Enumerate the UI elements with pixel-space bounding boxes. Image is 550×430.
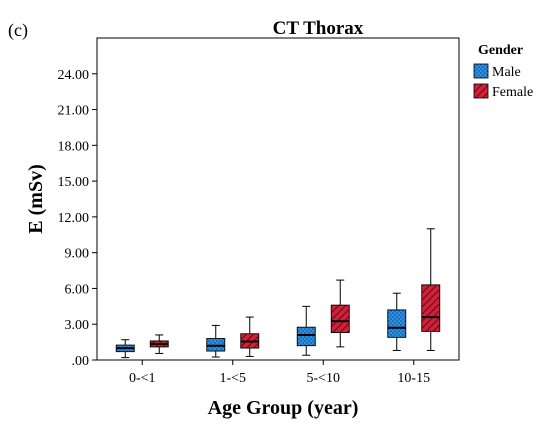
y-tick-label: 3.00	[65, 318, 90, 333]
x-axis-title: Age Group (year)	[208, 397, 359, 419]
box-female-2	[330, 279, 350, 348]
legend-swatch-female	[473, 83, 489, 99]
y-tick-label: 9.00	[65, 247, 90, 262]
x-axis: 0-<1 1-<5 5-<10 10-15	[129, 360, 430, 386]
legend-title: Gender	[478, 43, 523, 58]
box-male-1	[206, 324, 226, 358]
y-tick-label: 12.00	[58, 211, 90, 226]
x-tick-label: 1-<5	[219, 371, 246, 386]
box-male-3	[387, 292, 407, 351]
legend-label-female: Female	[492, 85, 533, 100]
legend-label-male: Male	[492, 65, 521, 80]
box-female-0	[149, 334, 169, 354]
panel-label: (c)	[8, 20, 28, 41]
x-tick-label: 10-15	[397, 371, 430, 386]
x-tick-label: 0-<1	[129, 371, 156, 386]
y-tick-label: 6.00	[65, 282, 90, 297]
box-series	[115, 228, 441, 359]
box-female-1	[240, 316, 260, 357]
box-female-3	[421, 228, 441, 351]
x-tick-label: 5-<10	[306, 371, 340, 386]
y-tick-label: 15.00	[58, 175, 90, 190]
y-axis: .00 3.00 6.00 9.00 12.00 15.00 18.00 21.00 24.00	[58, 68, 97, 369]
box-body	[296, 326, 316, 347]
plot-area	[96, 37, 460, 361]
y-tick-label: .00	[72, 354, 90, 369]
box-body	[421, 284, 441, 332]
y-tick-label: 18.00	[58, 139, 90, 154]
y-tick-label: 24.00	[58, 68, 90, 83]
legend: Gender Male Female	[473, 43, 533, 100]
legend-swatch-male	[473, 63, 489, 79]
box-male-2	[296, 305, 316, 356]
box-body	[330, 304, 350, 334]
chart-title: CT Thorax	[273, 18, 364, 39]
y-axis-title: E (mSv)	[25, 164, 47, 233]
box-male-0	[115, 339, 135, 359]
box-body	[387, 309, 407, 338]
y-tick-label: 21.00	[58, 104, 90, 119]
